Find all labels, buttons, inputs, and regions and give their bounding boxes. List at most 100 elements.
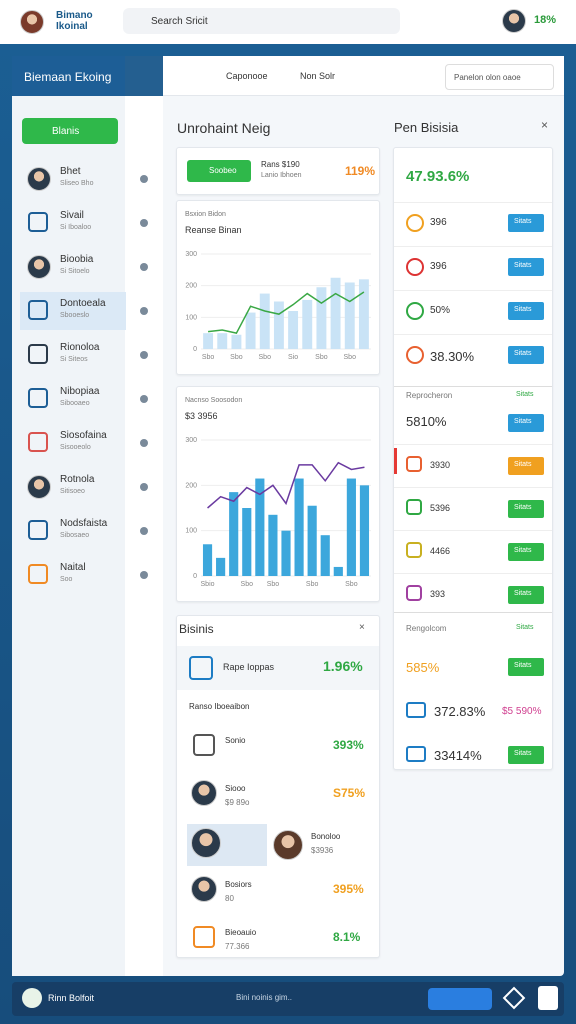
avatar	[191, 876, 217, 902]
row-text: 4466	[430, 546, 451, 556]
bar	[294, 478, 304, 576]
y-tick-label: 100	[185, 314, 197, 321]
panel-title: Biemaan Ekoing	[24, 70, 112, 84]
row-button[interactable]: Sitats	[508, 302, 544, 320]
nav-item[interactable]: Bhet Sliseo Bho	[20, 160, 126, 198]
row-text: 396	[430, 217, 447, 228]
icon	[28, 212, 48, 232]
row-button[interactable]: Sitats	[508, 500, 544, 518]
chart-title: Reanse Binan	[185, 225, 242, 235]
row-icon	[406, 346, 424, 364]
nav-item[interactable]: Rotnola Sitisoeo	[20, 468, 126, 506]
side-icon	[140, 219, 148, 227]
dropdown[interactable]: Panelon olon oaoe	[445, 64, 554, 90]
row-button[interactable]: Sitats	[508, 414, 544, 432]
side-icon	[140, 307, 148, 315]
row-stat: 393%	[333, 738, 364, 752]
row-button-text: Sitats	[514, 662, 532, 669]
row-button-text: Sitats	[514, 418, 532, 425]
card: Nacnso Soosodon $3 3956 0 100 200 300 Sbio Sbo S…	[176, 386, 380, 602]
row-label: Sonio	[225, 736, 246, 745]
head-text: Rape Ioppas	[223, 662, 275, 672]
avatar	[27, 255, 51, 279]
tab[interactable]: Caponooe	[226, 71, 268, 81]
row-text: 33414%	[434, 748, 482, 763]
nav-sub: Si Siteos	[60, 356, 88, 363]
row-button[interactable]: Sitats	[508, 658, 544, 676]
card: 47.93.6% 396 Sitats 396 Sitats 50% Sitats 38.30…	[393, 147, 553, 770]
row-button[interactable]: Sitats	[508, 543, 544, 561]
side-icon	[140, 351, 148, 359]
divider	[394, 530, 552, 531]
side-icon	[140, 439, 148, 447]
summary-button[interactable]: Soobeo	[187, 160, 251, 182]
line	[207, 291, 365, 335]
nav-item[interactable]: Dontoeala Sbooeslo	[20, 292, 126, 330]
card: Bisinis × Rape Ioppas 1.96% Ranso Iboeaibon S…	[176, 615, 380, 958]
close-icon[interactable]: ×	[541, 118, 549, 132]
row-button[interactable]: Sitats	[508, 346, 544, 364]
bar	[320, 535, 330, 576]
card: Soobeo Rans $190 Lanio Ibhoen 119%	[176, 147, 380, 195]
y-tick-label: 100	[185, 528, 197, 535]
bar	[333, 566, 343, 576]
row-button[interactable]: Sitats	[508, 214, 544, 232]
nav-name: Siosofaina	[60, 430, 107, 441]
avatar	[20, 10, 44, 34]
divider	[394, 612, 552, 613]
tab[interactable]: Non Solr	[300, 71, 336, 81]
bar	[273, 301, 284, 349]
section-tag: Sitats	[516, 391, 534, 398]
summary-button-text: Soobeo	[209, 166, 237, 175]
section-tag: Sitats	[516, 624, 534, 631]
bar	[203, 333, 214, 349]
nav-sub: Sibosaeo	[60, 532, 90, 539]
nav-item[interactable]: Rionoloa Si Siteos	[20, 336, 126, 374]
x-tick-label: Sbo	[345, 581, 358, 588]
nav-item[interactable]: Nibopiaa Sibooaeo	[20, 380, 126, 418]
dropdown-text: Panelon olon oaoe	[454, 73, 521, 82]
row-button-text: Sitats	[514, 590, 532, 597]
row-sub: 80	[225, 894, 234, 903]
bar	[217, 333, 228, 349]
icon	[28, 564, 48, 584]
section-title: Reprocheron	[406, 391, 453, 400]
x-tick-label: Sbo	[267, 581, 280, 588]
search-box[interactable]: Search Sricit	[123, 8, 400, 34]
footer-search[interactable]: Bini noinis gim..	[236, 993, 293, 1002]
filter[interactable]: Ranso Iboeaibon	[189, 702, 250, 711]
footer-button[interactable]	[428, 988, 492, 1010]
bar	[216, 557, 226, 576]
nav-item[interactable]: Siosofaina Sisooeolo	[20, 424, 126, 462]
row-text: 396	[430, 261, 447, 272]
chart-title: $3 3956	[185, 411, 218, 421]
new-button[interactable]: Blanis	[22, 118, 118, 144]
nav-item[interactable]: Bioobia Si Sitoelo	[20, 248, 126, 286]
bar	[307, 505, 317, 576]
row-button[interactable]: Sitats	[508, 258, 544, 276]
row-button[interactable]: Sitats	[508, 586, 544, 604]
nav-item[interactable]: Naital Soo	[20, 556, 126, 594]
bar	[330, 277, 341, 349]
icon	[28, 388, 48, 408]
avatar	[191, 828, 221, 858]
close-icon[interactable]: ×	[359, 622, 365, 633]
row-button[interactable]: Sitats	[508, 746, 544, 764]
row-sub: 77.366	[225, 942, 250, 951]
nav-sub: Si Iboaloo	[60, 224, 92, 231]
bar	[202, 544, 213, 576]
nav-item[interactable]: Nodsfaista Sibosaeo	[20, 512, 126, 550]
row-icon	[406, 456, 422, 472]
icon	[28, 300, 48, 320]
row-stat: 8.1%	[333, 930, 361, 944]
panel-title-bg	[12, 56, 126, 96]
nav-item[interactable]: Sivail Si Iboaloo	[20, 204, 126, 242]
divider	[394, 334, 552, 335]
bar	[288, 311, 299, 349]
footer-brand: Rinn Bolfoit	[48, 993, 95, 1003]
footer-icon[interactable]	[538, 986, 558, 1010]
section-main: 5810%	[406, 414, 447, 429]
row-button[interactable]: Sitats	[508, 457, 544, 475]
card-header	[177, 646, 379, 690]
bar	[346, 478, 356, 576]
